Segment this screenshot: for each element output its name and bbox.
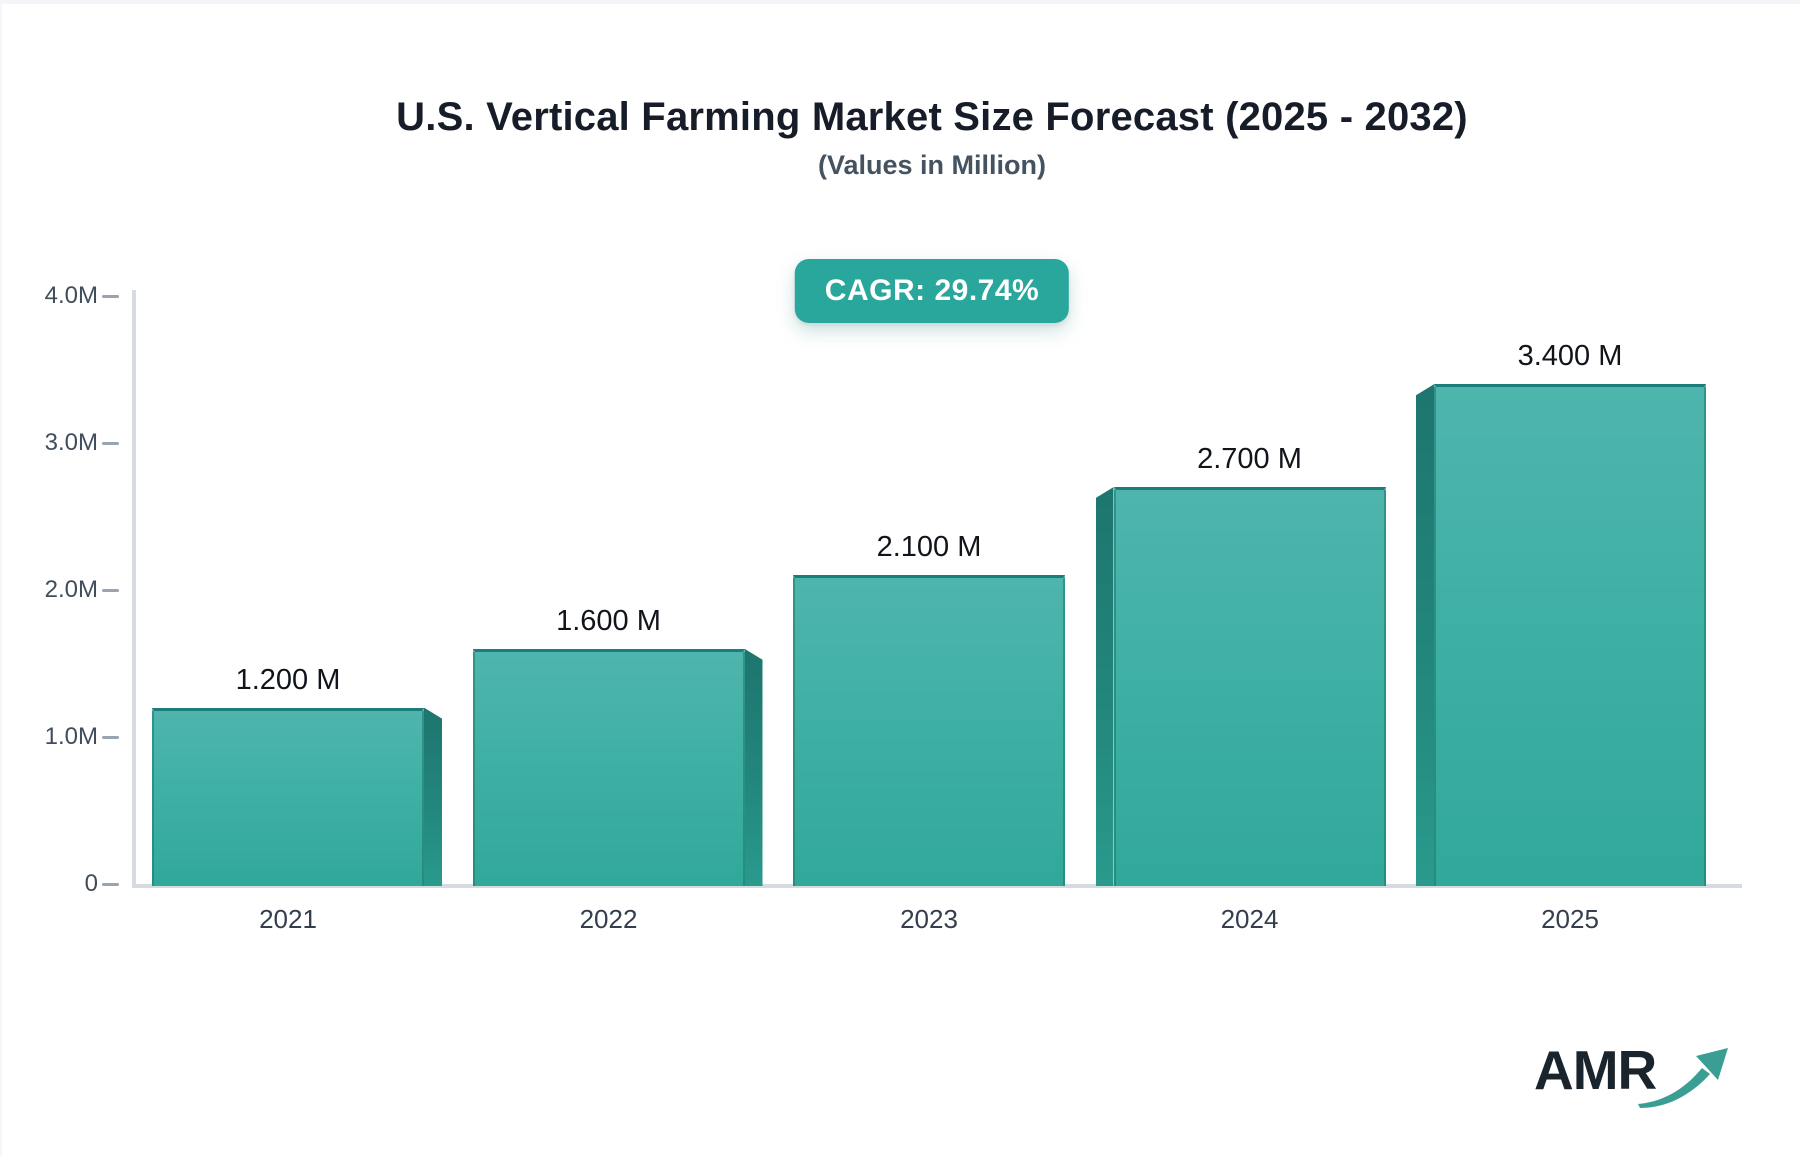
cagr-badge: CAGR: 29.74% [794, 259, 1070, 323]
bar-2024 [1113, 487, 1386, 886]
bar-value-label-2025: 3.400 M [1517, 340, 1623, 373]
y-tick-4.0M [102, 295, 119, 298]
growth-arrow-icon [1638, 1048, 1728, 1108]
bar-2022 [472, 648, 745, 886]
bar-value-label-2021: 1.200 M [235, 663, 341, 696]
bar-value-label-2023: 2.100 M [876, 531, 982, 564]
y-tick-2.0M [102, 589, 119, 592]
chart-subtitle: (Values in Million) [817, 150, 1047, 180]
bar-side-2024 [1095, 487, 1114, 886]
bar-value-label-2024: 2.700 M [1197, 443, 1302, 476]
x-axis-label-2023: 2023 [900, 904, 958, 934]
y-tick-0 [102, 883, 119, 886]
chart-title: U.S. Vertical Farming Market Size Foreca… [396, 95, 1468, 139]
y-tick-label-0: 0 [84, 870, 98, 897]
bar-side-2021 [424, 707, 442, 886]
x-axis-line [132, 884, 1742, 888]
bar-value-label-2022: 1.600 M [556, 604, 661, 637]
x-axis-label-2021: 2021 [259, 904, 317, 934]
x-axis-label-2024: 2024 [1220, 904, 1279, 934]
x-axis-label-2025: 2025 [1541, 904, 1599, 934]
y-tick-label-2.0M: 2.0M [44, 576, 98, 603]
y-tick-label-4.0M: 4.0M [44, 282, 98, 309]
bar-2021 [152, 707, 424, 886]
bar-side-2025 [1416, 384, 1434, 886]
y-tick-3.0M [102, 442, 119, 445]
bar-side-2022 [744, 648, 763, 886]
bar-2025 [1434, 384, 1706, 886]
x-axis-label-2022: 2022 [579, 904, 638, 934]
y-tick-label-3.0M: 3.0M [44, 429, 98, 456]
y-tick-label-1.0M: 1.0M [44, 723, 98, 750]
y-axis-line [132, 290, 136, 888]
amr-logo-text: AMR [1534, 1039, 1657, 1101]
bar-2023 [793, 575, 1065, 886]
amr-logo: AMR [1534, 1036, 1744, 1116]
y-tick-1.0M [102, 736, 119, 739]
